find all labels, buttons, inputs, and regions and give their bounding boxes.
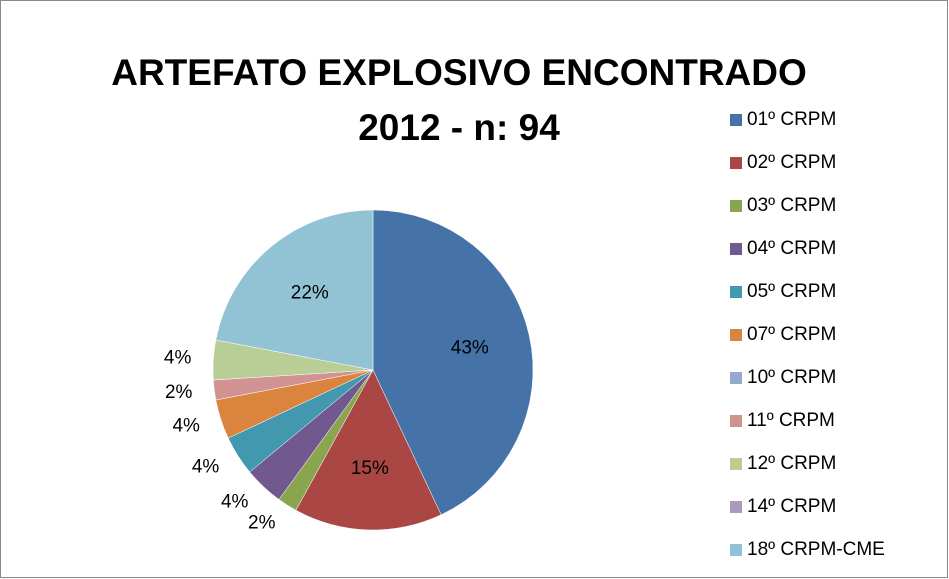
legend-label: 02º CRPM — [747, 152, 836, 173]
legend-swatch — [730, 200, 742, 212]
chart-title: ARTEFATO EXPLOSIVO ENCONTRADO — [111, 52, 807, 93]
legend-swatch — [730, 372, 742, 384]
legend-label: 12º CRPM — [747, 453, 836, 474]
data-label: 2% — [248, 513, 276, 534]
legend-swatch — [730, 544, 742, 556]
legend-label: 04º CRPM — [747, 238, 836, 259]
legend-label: 14º CRPM — [747, 496, 836, 517]
legend-label: 07º CRPM — [747, 324, 836, 345]
legend-label: 18º CRPM-CME — [747, 539, 885, 560]
legend-swatch — [730, 157, 742, 169]
legend-swatch — [730, 458, 742, 470]
legend-swatch — [730, 501, 742, 513]
data-label: 15% — [351, 458, 389, 479]
chart-subtitle: 2012 - n: 94 — [358, 107, 560, 148]
legend-swatch — [730, 114, 742, 126]
legend-swatch — [730, 329, 742, 341]
legend-swatch — [730, 243, 742, 255]
data-label: 4% — [221, 492, 249, 513]
pie-slice — [295, 369, 442, 531]
legend-label: 05º CRPM — [747, 281, 836, 302]
legend-swatch — [730, 415, 742, 427]
data-label: 43% — [451, 337, 489, 358]
pie-slice — [215, 209, 374, 371]
data-label: 4% — [172, 415, 200, 436]
legend-label: 03º CRPM — [747, 195, 836, 216]
legend-label: 10º CRPM — [747, 367, 836, 388]
pie-slice — [372, 209, 534, 516]
data-label: 4% — [192, 457, 220, 478]
legend-label: 11º CRPM — [747, 410, 835, 431]
legend-label: 01º CRPM — [747, 109, 836, 130]
data-label: 22% — [291, 283, 329, 304]
data-label: 2% — [165, 382, 193, 403]
data-label: 4% — [164, 348, 192, 369]
legend-swatch — [730, 286, 742, 298]
